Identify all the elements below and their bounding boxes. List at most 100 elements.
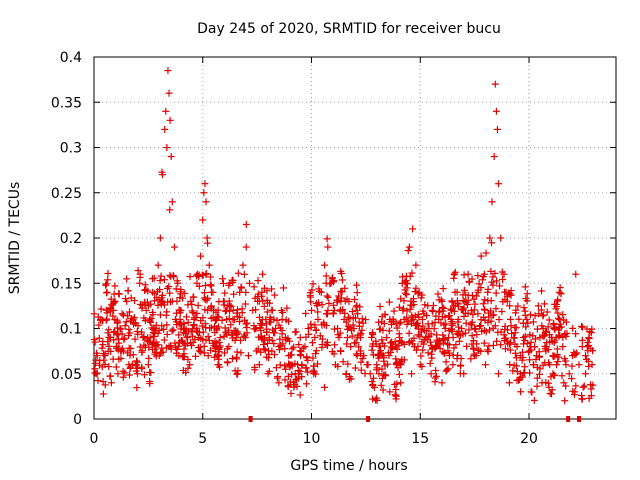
data-point	[359, 319, 367, 327]
data-point	[133, 384, 141, 392]
data-point	[484, 346, 492, 354]
data-point	[146, 380, 154, 388]
data-point	[191, 336, 199, 344]
data-point	[304, 368, 312, 376]
data-point	[102, 280, 110, 288]
data-point	[162, 344, 170, 352]
data-point	[477, 322, 485, 330]
data-point	[335, 334, 343, 342]
data-point	[528, 388, 536, 396]
data-point	[231, 336, 239, 344]
data-point	[110, 328, 118, 336]
data-point	[233, 348, 241, 356]
data-point	[438, 379, 446, 387]
data-point	[347, 326, 355, 334]
data-point	[177, 325, 185, 333]
data-point	[204, 294, 212, 302]
data-point	[276, 361, 284, 369]
data-point	[288, 345, 296, 353]
data-point	[378, 336, 386, 344]
data-point	[322, 310, 330, 318]
data-point	[293, 382, 301, 390]
data-point	[152, 338, 160, 346]
data-point	[140, 314, 148, 322]
data-point	[121, 295, 129, 303]
data-point	[265, 367, 273, 375]
data-point	[309, 280, 317, 288]
data-point	[184, 318, 192, 326]
data-point	[236, 288, 244, 296]
data-point	[251, 363, 259, 371]
data-point	[547, 390, 555, 398]
data-point	[489, 273, 497, 281]
data-point	[485, 342, 493, 350]
data-point	[277, 341, 285, 349]
data-point	[260, 302, 268, 310]
data-point	[582, 352, 590, 360]
data-point	[514, 302, 522, 310]
data-point	[270, 340, 278, 348]
data-point	[260, 341, 268, 349]
data-point	[337, 347, 345, 355]
data-point	[497, 341, 505, 349]
data-point	[101, 350, 109, 358]
data-point	[98, 344, 106, 352]
data-point	[351, 296, 359, 304]
data-point	[354, 310, 362, 318]
data-point	[409, 225, 417, 233]
data-point	[291, 360, 299, 368]
data-point	[370, 383, 378, 391]
data-point	[348, 332, 356, 340]
data-point	[553, 361, 561, 369]
data-point	[491, 80, 499, 88]
data-point	[223, 331, 231, 339]
data-point	[309, 339, 317, 347]
data-point	[202, 336, 210, 344]
data-point	[372, 396, 380, 404]
data-point	[407, 297, 415, 305]
y-tick-label: 0.4	[60, 50, 82, 66]
data-point	[149, 345, 157, 353]
data-point	[90, 310, 98, 318]
data-point	[314, 360, 322, 368]
data-point	[276, 346, 284, 354]
data-point	[489, 281, 497, 289]
data-point	[210, 353, 218, 361]
data-point	[318, 301, 326, 309]
data-point	[93, 349, 101, 357]
data-point	[295, 341, 303, 349]
data-point	[392, 355, 400, 363]
data-point	[488, 239, 496, 247]
data-point	[118, 310, 126, 318]
data-point	[530, 343, 538, 351]
data-point	[507, 338, 515, 346]
data-point	[315, 285, 323, 293]
data-point	[460, 286, 468, 294]
data-point	[95, 321, 103, 329]
data-point	[281, 362, 289, 370]
x-axis: 0 5 10 15 20	[90, 57, 538, 447]
data-point	[493, 277, 501, 285]
data-point	[334, 362, 342, 370]
x-tick-label: 10	[303, 431, 321, 447]
data-point	[551, 352, 559, 360]
data-point	[338, 269, 346, 277]
data-point	[379, 386, 387, 394]
data-point	[178, 338, 186, 346]
data-point	[118, 345, 126, 353]
data-point	[173, 297, 181, 305]
data-point	[513, 362, 521, 370]
data-point	[200, 189, 208, 197]
data-point	[110, 290, 118, 298]
data-point	[183, 313, 191, 321]
data-point	[134, 330, 142, 338]
data-point	[583, 343, 591, 351]
data-point	[254, 297, 262, 305]
data-point	[209, 339, 217, 347]
data-point	[435, 308, 443, 316]
data-point	[379, 339, 387, 347]
data-point	[548, 333, 556, 341]
data-point	[404, 317, 412, 325]
data-point	[511, 323, 519, 331]
data-point	[195, 347, 203, 355]
